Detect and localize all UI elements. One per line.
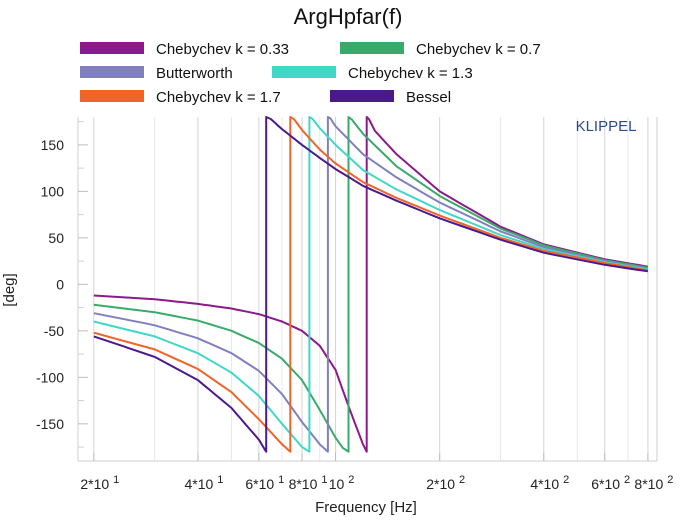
y-tick-label: 100 [41, 183, 65, 199]
y-tick-label: -150 [36, 416, 64, 432]
legend-label: Chebychev k = 0.7 [416, 41, 541, 58]
x-axis: 2*10 1 4*10 1 6*10 1 8*10 1 10 2 2*10 2 4*10 2 6*10 2 8*… [80, 453, 673, 492]
x-tick-label: 6*10 1 [245, 474, 284, 492]
legend-swatch [80, 42, 144, 54]
y-tick-label: 150 [41, 137, 65, 153]
x-axis-label: Frequency [Hz] [315, 499, 417, 516]
y-tick-label: -100 [36, 369, 64, 385]
series-line-2 [93, 116, 649, 453]
series-line-4 [93, 116, 649, 453]
legend-swatch [272, 66, 336, 78]
x-tick-label: 2*10 2 [426, 474, 465, 492]
series-line-5 [93, 116, 649, 453]
x-tick-label: 8*10 1 [289, 474, 328, 492]
legend-swatch [340, 42, 404, 54]
grid [77, 117, 658, 462]
series-line-6 [93, 116, 649, 453]
y-axis-label: [deg] [1, 273, 18, 306]
y-axis: 150 100 50 0 -50 -100 -150 [36, 121, 88, 448]
y-tick-label: 0 [56, 276, 64, 292]
legend-label: Chebychev k = 0.33 [156, 41, 289, 58]
x-tick-label: 6*10 2 [591, 474, 630, 492]
legend: Chebychev k = 0.33 Chebychev k = 0.7 Butte… [80, 41, 541, 106]
legend-label: Chebychev k = 1.7 [156, 89, 281, 106]
y-tick-label: -50 [44, 323, 64, 339]
x-tick-label: 4*10 2 [530, 474, 569, 492]
series-line-1 [93, 116, 649, 453]
legend-swatch [80, 66, 144, 78]
x-tick-label: 4*10 1 [184, 474, 223, 492]
x-tick-label: 8*10 2 [634, 474, 673, 492]
legend-swatch [80, 90, 144, 102]
legend-label: Bessel [406, 89, 451, 106]
legend-label: Chebychev k = 1.3 [348, 65, 473, 82]
series-line-3 [93, 116, 649, 453]
chart-title: ArgHpfar(f) [294, 4, 403, 29]
y-tick-label: 50 [48, 230, 64, 246]
legend-label: Butterworth [156, 65, 233, 82]
x-tick-label: 10 2 [329, 474, 355, 492]
legend-swatch [330, 90, 394, 102]
series-layer [93, 116, 649, 453]
x-tick-label: 2*10 1 [80, 474, 119, 492]
watermark-text: KLIPPEL [576, 118, 637, 135]
